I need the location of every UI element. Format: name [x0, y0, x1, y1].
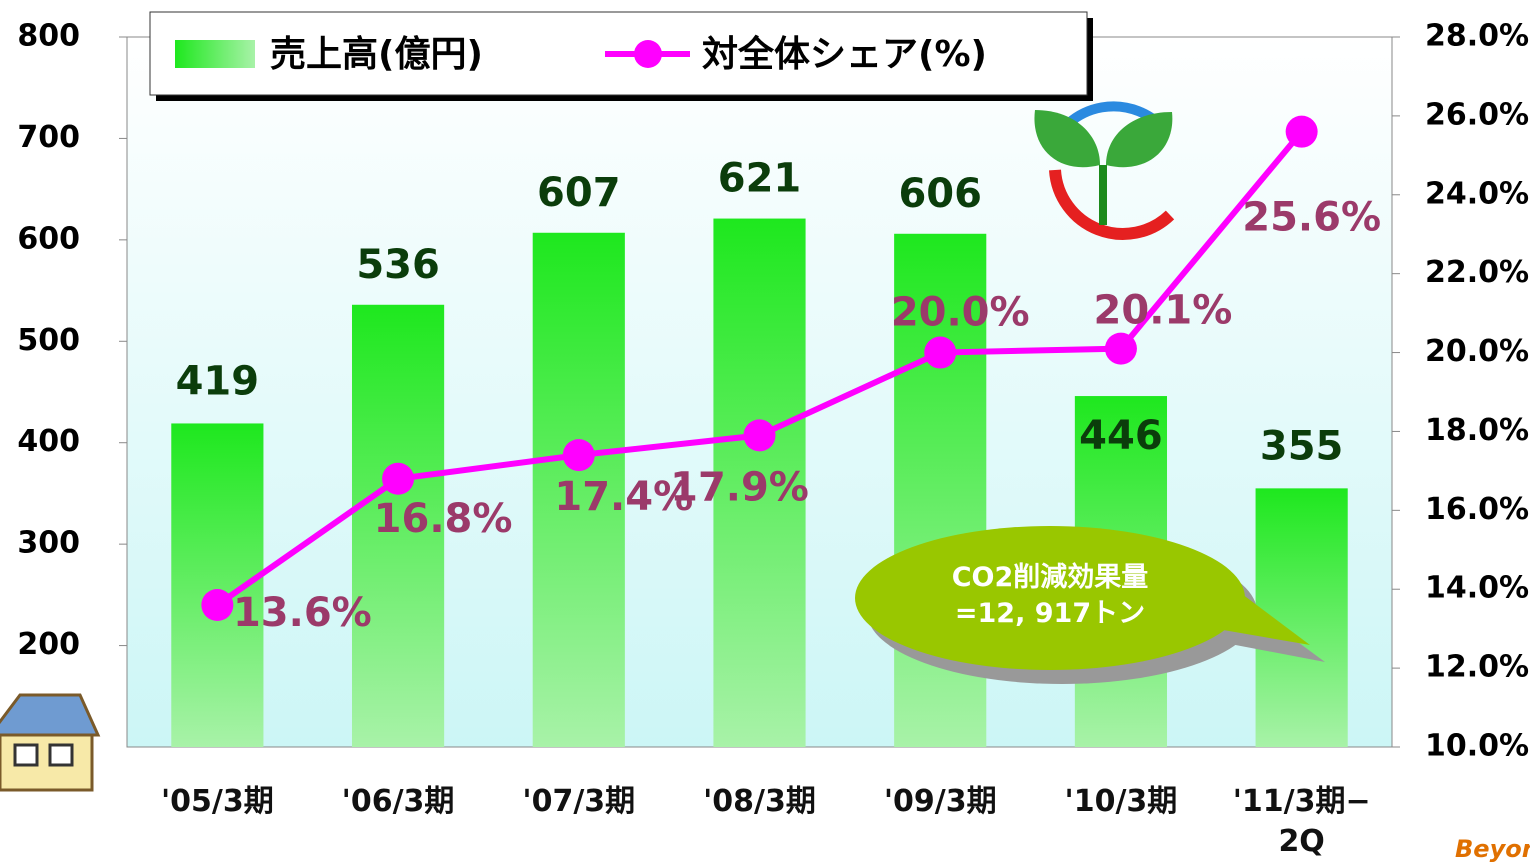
line-marker	[743, 419, 776, 452]
bar-value-label: 419	[176, 358, 260, 404]
legend-swatch	[175, 40, 255, 68]
bar-value-label: 621	[718, 156, 802, 202]
line-marker	[201, 589, 234, 621]
y2-tick-label: 18.0%	[1425, 413, 1529, 448]
x-tick-label: '07/3期	[522, 784, 636, 819]
bar	[532, 232, 625, 747]
y2-tick-label: 20.0%	[1425, 334, 1529, 369]
line-value-label: 13.6%	[233, 590, 372, 636]
y-tick-label: 800	[17, 19, 80, 54]
x-tick-label: '06/3期	[341, 784, 455, 819]
y2-tick-label: 16.0%	[1425, 492, 1529, 527]
x-tick-label: '05/3期	[160, 784, 274, 819]
line-value-label: 20.1%	[1094, 288, 1233, 334]
legend-marker	[634, 40, 662, 68]
sprout-logo	[1034, 101, 1175, 240]
y2-tick-label: 10.0%	[1425, 729, 1529, 764]
line-value-label: 17.4%	[554, 474, 693, 520]
line-value-label: 20.0%	[891, 290, 1030, 336]
y2-tick-label: 26.0%	[1425, 97, 1529, 132]
y2-tick-label: 12.0%	[1425, 650, 1529, 685]
x-tick-label: '08/3期	[703, 784, 816, 819]
line-value-label: 16.8%	[374, 496, 513, 542]
bar-value-label: 607	[537, 170, 621, 216]
y-tick-label: 200	[17, 627, 80, 662]
y-tick-label: 500	[17, 323, 80, 358]
bar-value-label: 446	[1079, 413, 1163, 459]
y2-tick-label: 28.0%	[1425, 19, 1529, 54]
line-marker	[1285, 115, 1318, 148]
x-tick-label: '10/3期	[1064, 784, 1178, 819]
y-tick-label: 400	[17, 424, 80, 459]
y-tick-label: 700	[17, 120, 80, 155]
bar-value-label: 536	[356, 242, 440, 288]
line-marker	[924, 336, 957, 369]
callout	[855, 526, 1325, 684]
line-value-label: 17.9%	[670, 464, 809, 510]
line-marker	[1104, 332, 1137, 365]
legend-label: 対全体シェア(%)	[702, 33, 987, 75]
line-marker	[562, 439, 595, 472]
line-marker	[382, 462, 415, 495]
x-tick-label: '09/3期	[883, 784, 997, 819]
y-tick-label: 300	[17, 526, 80, 561]
bar	[713, 218, 806, 748]
x-tick-label: '11/3期− 2Q	[1232, 784, 1371, 859]
y-tick-label: 600	[17, 221, 80, 256]
legend-label: 売上高(億円)	[270, 34, 483, 75]
y2-tick-label: 24.0%	[1425, 176, 1529, 211]
line-value-label: 25.6%	[1242, 195, 1381, 241]
y2-tick-label: 22.0%	[1425, 255, 1529, 290]
bar	[351, 304, 445, 747]
logo-text: Beyond	[1455, 835, 1530, 863]
y2-tick-label: 14.0%	[1425, 571, 1529, 606]
house-icon	[0, 693, 101, 792]
bar-value-label: 355	[1260, 423, 1344, 469]
bar-value-label: 606	[898, 171, 982, 217]
callout-text: CO2削減効果量 =12, 917トン	[951, 562, 1149, 629]
